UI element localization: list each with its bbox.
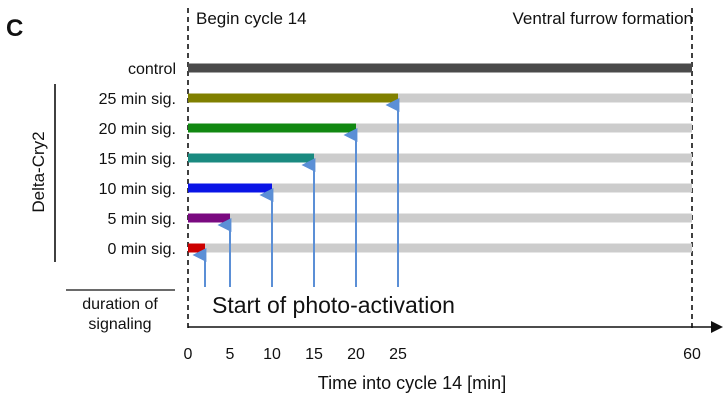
signal-bar-25-min-sig [188, 93, 398, 103]
x-tick-label-10: 10 [263, 346, 281, 363]
row-label-5-min-sig: 5 min sig. [108, 211, 176, 228]
x-tick-label-60: 60 [683, 346, 701, 363]
photo-activation-annotation: Start of photo-activation [212, 292, 455, 318]
panel-letter: C [6, 15, 23, 42]
x-tick-label-5: 5 [226, 346, 235, 363]
row-label-15-min-sig: 15 min sig. [99, 151, 176, 168]
background-bar-5-min-sig [188, 213, 692, 223]
background-bar-10-min-sig [188, 183, 692, 193]
signal-bar-20-min-sig [188, 123, 356, 133]
signal-bar-5-min-sig [188, 213, 230, 223]
x-tick-label-0: 0 [184, 346, 193, 363]
group-label: Delta-Cry2 [29, 131, 48, 212]
row-label-10-min-sig: 10 min sig. [99, 181, 176, 198]
row-label-20-min-sig: 20 min sig. [99, 121, 176, 138]
signal-bar-15-min-sig [188, 153, 314, 163]
x-axis-label: Time into cycle 14 [min] [318, 373, 506, 393]
x-tick-label-15: 15 [305, 346, 323, 363]
activation-arrows [192, 98, 400, 287]
background-bar-25-min-sig [188, 93, 692, 103]
x-tick-label-25: 25 [389, 346, 407, 363]
background-bar-20-min-sig [188, 123, 692, 133]
background-bar-0-min-sig [188, 243, 692, 253]
duration-label-line1: duration of [82, 296, 158, 313]
signal-bar-control [188, 63, 692, 73]
row-label-0-min-sig: 0 min sig. [108, 241, 176, 258]
x-tick-label-20: 20 [347, 346, 365, 363]
x-axis-ticks: 0 5 10 15 20 25 60 [184, 346, 701, 363]
row-label-control: control [128, 61, 176, 78]
x-axis-arrowhead [711, 321, 723, 333]
signal-bar-0-min-sig [188, 243, 205, 253]
ventral-furrow-label: Ventral furrow formation [513, 9, 693, 28]
signal-bar-10-min-sig [188, 183, 272, 193]
duration-label-line2: signaling [88, 316, 151, 333]
row-label-25-min-sig: 25 min sig. [99, 91, 176, 108]
begin-cycle-label: Begin cycle 14 [196, 9, 307, 28]
background-bar-15-min-sig [188, 153, 692, 163]
timeline-rows: control 25 min sig. 20 min sig. 15 min sig.… [99, 61, 692, 258]
